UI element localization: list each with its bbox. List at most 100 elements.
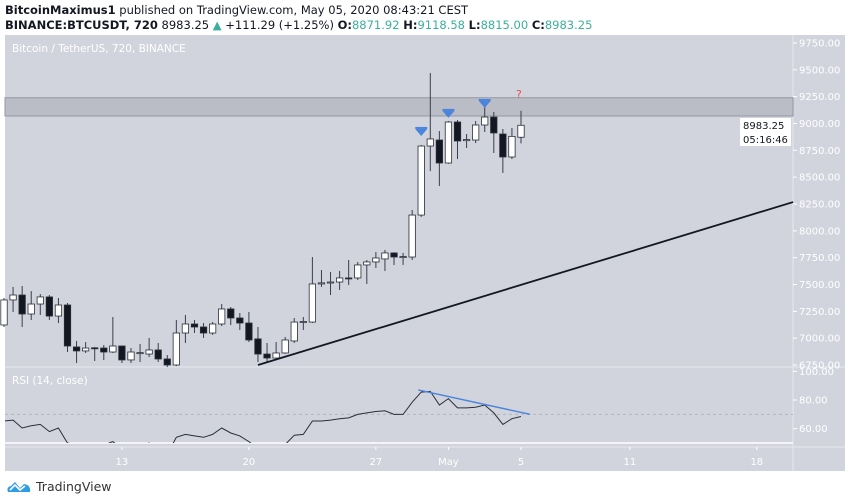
time-tick-label: 18 [750,457,763,468]
candle-body-up [417,145,425,216]
candle-body-down [227,308,235,319]
candle [299,317,307,331]
candle [18,285,26,327]
arrow-down-icon [415,128,428,136]
candle-body-down [91,347,99,350]
candle [218,304,226,327]
rsi-title: RSI (14, close) [12,375,88,387]
price-tick-label: 7000.00 [799,334,840,345]
candle [426,73,434,172]
last-price-box [740,118,791,132]
candle-body-up [408,214,416,258]
candle-body-down [18,294,26,315]
low-label: L: [468,18,481,32]
candle [317,270,326,287]
candle-body-down [118,345,126,361]
candle [63,302,72,353]
candle-body-down [245,322,253,341]
candle [190,320,199,334]
candle [499,128,507,173]
candle-body-up [0,299,8,326]
candle [54,298,63,324]
candle-body-up [136,352,144,355]
candle [163,355,171,368]
symbol-info: BINANCE:BTCUSDT, 720 8983.25 ▲ +111.29 (… [5,18,592,32]
countdown-box [740,132,791,146]
candle [72,340,81,363]
time-tick-label: 11 [623,457,636,468]
candle-body-down [199,326,208,334]
candle [472,121,480,144]
candle-body-down [263,353,271,359]
candle [381,249,389,271]
tradingview-cloud-icon [7,481,31,492]
candle [118,345,126,363]
price-tick-label: 8750.00 [799,146,840,157]
candle [263,342,271,363]
candle [372,251,380,268]
question-mark-annotation: ? [516,88,522,101]
candle [481,106,489,132]
candle-body-down [63,304,72,347]
candle-body-down [154,349,162,360]
time-tick-label: 20 [243,457,256,468]
pane-title: Bitcoin / TetherUS, 720, BINANCE [12,43,186,55]
price-tick-label: 7750.00 [799,253,840,264]
candle [109,317,117,353]
candle [408,210,416,261]
candle-body-down [72,346,81,352]
candle-body-up [290,321,298,342]
candle-body-down [163,358,171,366]
last-price: 8983.25 [161,18,210,32]
close-label: C: [531,18,545,32]
candle-body-up [27,303,35,315]
candle [82,342,90,353]
arrow-down-bar [442,108,455,111]
candle-body-up [127,351,135,361]
candle [145,337,153,358]
close-value: 8983.25 [544,18,593,32]
candle-body-up [181,323,190,334]
support-trendline [257,201,794,366]
candle-body-down [100,347,108,353]
candle-body-up [444,121,453,164]
candle-body-up [462,139,471,142]
candle-body-up [281,339,289,354]
arrow-down-bar [415,126,428,129]
candle [272,342,280,359]
price-tick-label: 7500.00 [799,280,840,291]
candle [290,317,298,343]
author-name[interactable]: BitcoinMaximus1 [5,3,116,17]
candle [36,294,44,315]
candle [308,257,316,324]
candle [236,313,244,331]
candle [136,343,144,362]
price-tick-label: 9500.00 [799,65,840,76]
countdown-value: 05:16:46 [743,135,788,146]
price-tick-label: 7250.00 [799,307,840,318]
rsi-tick-label: 100.00 [799,367,834,378]
candle [354,261,362,280]
rsi-tick-label: 60.00 [799,424,828,435]
candle-body-down [390,252,398,258]
candle [45,295,53,321]
candle-body-up [209,323,217,334]
candle [417,144,425,217]
candle-body-up [335,277,344,283]
publish-text: published on TradingView.com, May 05, 20… [115,3,469,17]
candle [127,348,135,363]
candle-body-down [345,277,353,280]
open-label: O: [337,18,352,32]
candle-body-up [218,308,226,325]
last-price-value: 8983.25 [743,121,784,132]
price-tick-label: 8000.00 [799,226,840,237]
open-value: 8871.92 [351,18,400,32]
candle-body-up [354,264,362,279]
tradingview-logo[interactable]: TradingView [6,479,112,494]
candle [281,336,289,354]
last-price-label: 8983.25 05:16:46 [740,118,791,146]
candle-body-up [426,138,434,147]
candle-body-up [508,135,516,158]
candle [245,311,253,343]
